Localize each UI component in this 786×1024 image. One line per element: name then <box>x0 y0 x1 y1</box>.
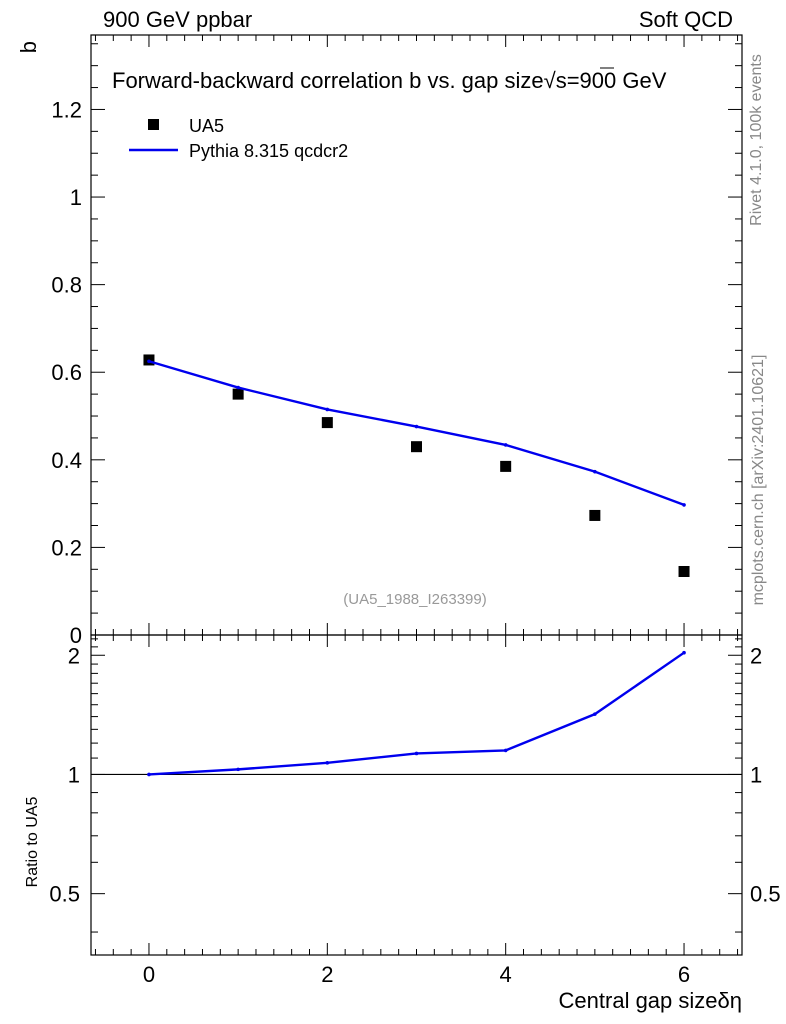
ratio-tick-label-left: 0.5 <box>49 882 80 907</box>
y-tick-label: 1 <box>70 185 82 210</box>
y-tick-label: 0 <box>70 623 82 648</box>
x-tick-label: 2 <box>321 962 333 987</box>
mcplots-label: mcplots.cern.ch [arXiv:2401.10621] <box>750 355 767 606</box>
x-tick-label: 0 <box>143 962 155 987</box>
ua5-data-point <box>678 565 690 577</box>
ratio-pythia-point <box>414 751 419 756</box>
ua5-data-point <box>589 509 601 521</box>
pythia-point <box>593 469 597 474</box>
pythia-point <box>147 359 151 364</box>
ratio-pythia-point <box>503 748 508 753</box>
x-tick-label: 4 <box>500 962 512 987</box>
legend-label-pythia: Pythia 8.315 qcdcr2 <box>189 141 348 161</box>
ratio-tick-label-right: 2 <box>750 643 762 668</box>
x-axis-label: Central gap sizeδη <box>559 988 742 1013</box>
pythia-point <box>325 407 330 412</box>
legend-label-ua5: UA5 <box>189 116 224 136</box>
ratio-pythia-point <box>236 767 240 772</box>
pythia-point <box>682 503 686 507</box>
y-tick-label: 1.2 <box>51 97 82 122</box>
pythia-point <box>414 424 419 429</box>
pythia-point <box>236 385 240 390</box>
y-axis-label: b <box>16 41 41 53</box>
ratio-pythia-point <box>682 650 686 655</box>
ratio-pythia-point <box>593 712 597 716</box>
analysis-label: (UA5_1988_I263399) <box>343 591 486 608</box>
rivet-label: Rivet 4.1.0, 100k events <box>748 54 765 226</box>
ua5-data-point <box>232 388 244 400</box>
ratio-y-axis-label: Ratio to UA5 <box>24 797 41 888</box>
header-right: Soft QCD <box>638 7 733 32</box>
ratio-tick-label-left: 2 <box>68 643 80 668</box>
pythia-line <box>148 360 685 507</box>
ratio-tick-label-left: 1 <box>68 762 80 787</box>
x-tick-label: 6 <box>678 962 690 987</box>
y-tick-label: 0.6 <box>51 360 82 385</box>
ratio-tick-label-right: 1 <box>750 762 762 787</box>
y-tick-label: 0.4 <box>51 448 82 473</box>
legend-marker-ua5 <box>148 119 159 130</box>
header-left: 900 GeV ppbar <box>103 7 253 32</box>
pythia-point <box>503 443 508 447</box>
ua5-data-point <box>321 417 333 429</box>
y-tick-label: 0.2 <box>51 535 82 560</box>
ratio-pythia-point <box>325 761 330 765</box>
ratio-tick-label-right: 0.5 <box>750 882 781 907</box>
y-tick-label: 0.8 <box>51 273 82 298</box>
ua5-data-point <box>411 441 422 453</box>
chart-title: Forward-backward correlation b vs. gap s… <box>112 68 667 93</box>
ua5-data-point <box>500 460 512 472</box>
ratio-panel-frame <box>90 634 743 956</box>
ratio-pythia-point <box>147 772 151 777</box>
ratio-pythia-line <box>148 651 685 776</box>
